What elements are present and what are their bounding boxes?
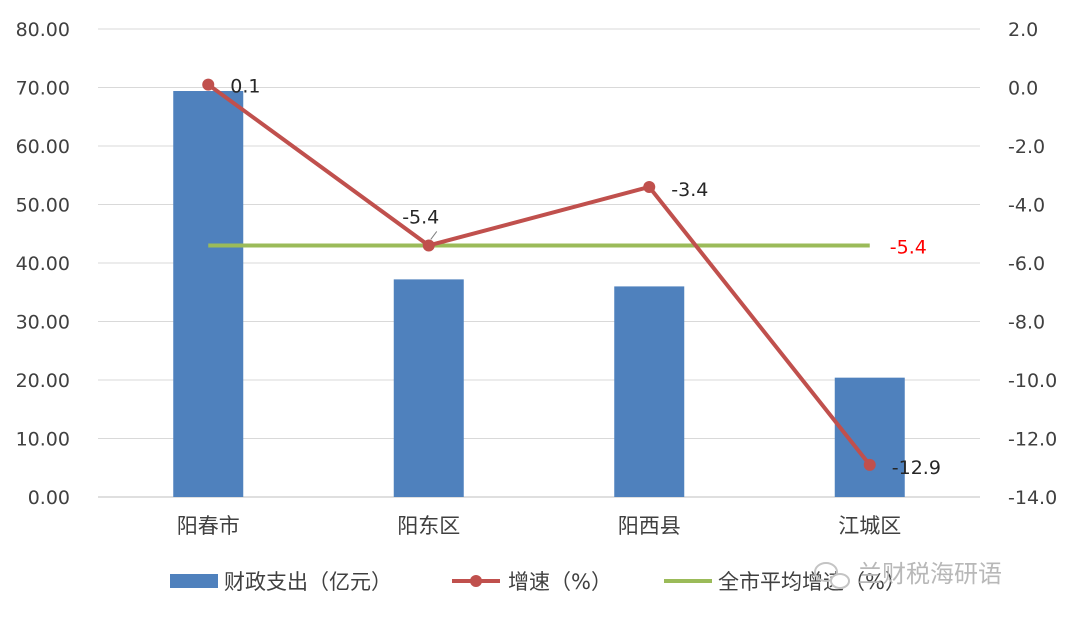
legend-label: 全市平均增速（%） bbox=[718, 570, 906, 594]
growth-point bbox=[202, 78, 215, 91]
bar bbox=[393, 279, 464, 497]
left-tick-label: 20.00 bbox=[16, 370, 70, 392]
wechat-icon bbox=[814, 562, 850, 589]
category-labels: 阳春市 阳东区 阳西县 江城区 bbox=[177, 514, 902, 538]
average-line: -5.4 bbox=[208, 236, 927, 258]
legend-label: 财政支出（亿元） bbox=[224, 570, 392, 594]
growth-data-label: -5.4 bbox=[402, 206, 439, 228]
right-tick-label: -12.0 bbox=[1008, 429, 1057, 451]
average-line-label: -5.4 bbox=[890, 236, 927, 258]
left-tick-label: 10.00 bbox=[16, 429, 70, 451]
bar bbox=[614, 286, 685, 497]
left-tick-label: 40.00 bbox=[16, 253, 70, 275]
left-tick-label: 30.00 bbox=[16, 312, 70, 334]
left-tick-label: 80.00 bbox=[16, 19, 70, 41]
right-tick-label: -2.0 bbox=[1008, 136, 1045, 158]
left-tick-label: 0.00 bbox=[28, 487, 70, 509]
left-tick-label: 50.00 bbox=[16, 195, 70, 217]
legend-label: 增速（%） bbox=[508, 570, 612, 594]
gridlines bbox=[98, 28, 980, 498]
left-tick-label: 70.00 bbox=[16, 78, 70, 100]
legend-swatch-bar bbox=[170, 574, 218, 588]
right-tick-label: 0.0 bbox=[1008, 78, 1038, 100]
right-tick-label: -14.0 bbox=[1008, 487, 1057, 509]
growth-line-path bbox=[207, 82, 872, 467]
left-tick-label: 60.00 bbox=[16, 136, 70, 158]
category-label: 阳春市 bbox=[177, 514, 240, 538]
right-axis: -14.0 -12.0 -10.0 -8.0 -6.0 -4.0 -2.0 0.0 2.0 bbox=[1008, 19, 1057, 509]
watermark: 兰财税海研语 bbox=[814, 560, 1002, 589]
left-axis: 0.00 10.00 20.00 30.00 40.00 50.00 60.00 70.00 8… bbox=[16, 19, 70, 509]
growth-point bbox=[643, 180, 656, 193]
right-tick-label: -6.0 bbox=[1008, 253, 1045, 275]
watermark-text: 兰财税海研语 bbox=[858, 560, 1002, 588]
right-tick-label: -4.0 bbox=[1008, 195, 1045, 217]
bar bbox=[834, 377, 905, 497]
growth-point bbox=[422, 239, 435, 252]
legend: 财政支出（亿元） 增速（%） 全市平均增速（%） bbox=[170, 570, 906, 594]
growth-data-label: 0.1 bbox=[230, 76, 260, 98]
growth-point bbox=[863, 458, 876, 471]
growth-data-label: -12.9 bbox=[892, 457, 941, 479]
category-label: 阳东区 bbox=[397, 514, 460, 538]
label-leader-line bbox=[430, 231, 438, 240]
right-tick-label: 2.0 bbox=[1008, 19, 1038, 41]
bar bbox=[173, 91, 244, 497]
legend-swatch-marker bbox=[470, 575, 482, 587]
growth-data-label: -3.4 bbox=[671, 179, 708, 201]
bars bbox=[173, 91, 905, 497]
category-label: 阳西县 bbox=[618, 514, 681, 538]
right-tick-label: -10.0 bbox=[1008, 370, 1057, 392]
growth-line: 0.1 -5.4 -3.4 -12.9 bbox=[202, 76, 941, 479]
right-tick-label: -8.0 bbox=[1008, 312, 1045, 334]
category-label: 江城区 bbox=[838, 514, 901, 538]
